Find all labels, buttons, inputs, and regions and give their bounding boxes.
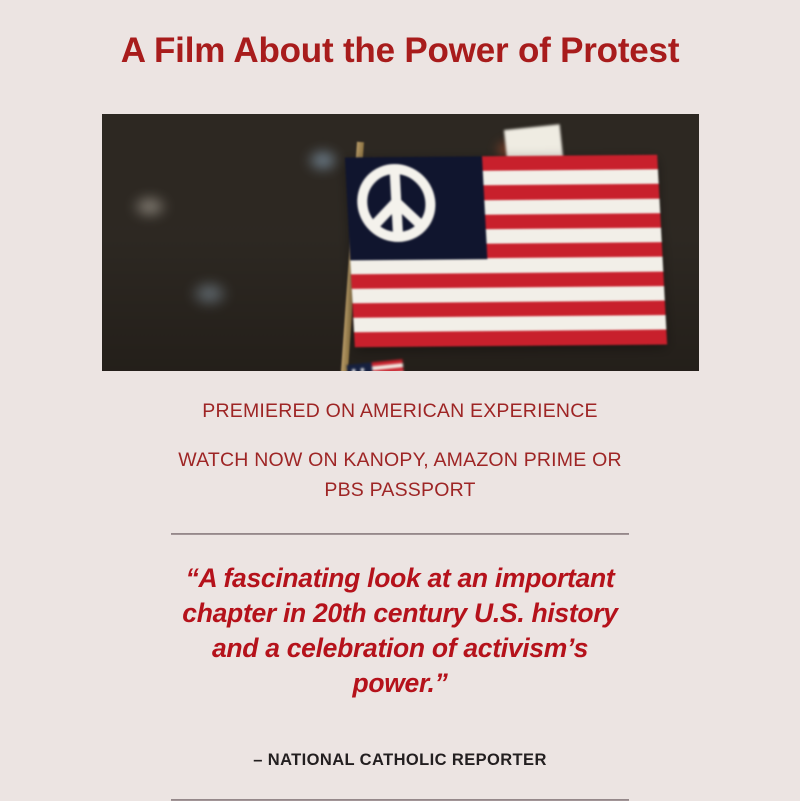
review-quote: “A fascinating look at an important chap… — [182, 562, 618, 698]
hero-image-canvas — [101, 113, 699, 371]
review-attribution: – NATIONAL CATHOLIC REPORTER — [253, 751, 547, 770]
page-title: A Film About the Power of Protest — [120, 31, 680, 70]
premiere-line: PREMIERED ON AMERICAN EXPERIENCE — [202, 399, 598, 422]
watch-now-line: WATCH NOW ON KANOPY, AMAZON PRIME OR PBS… — [178, 448, 622, 501]
availability-block: PREMIERED ON AMERICAN EXPERIENCE WATCH N… — [160, 400, 640, 505]
peace-symbol-icon — [354, 163, 437, 243]
flag-canton — [344, 156, 488, 260]
peace-flag-icon — [344, 154, 667, 348]
small-flag-canton — [346, 362, 374, 371]
hero-image — [101, 113, 699, 371]
small-flag-stars — [348, 364, 373, 371]
divider-bottom — [171, 799, 629, 801]
divider-top — [171, 533, 629, 535]
